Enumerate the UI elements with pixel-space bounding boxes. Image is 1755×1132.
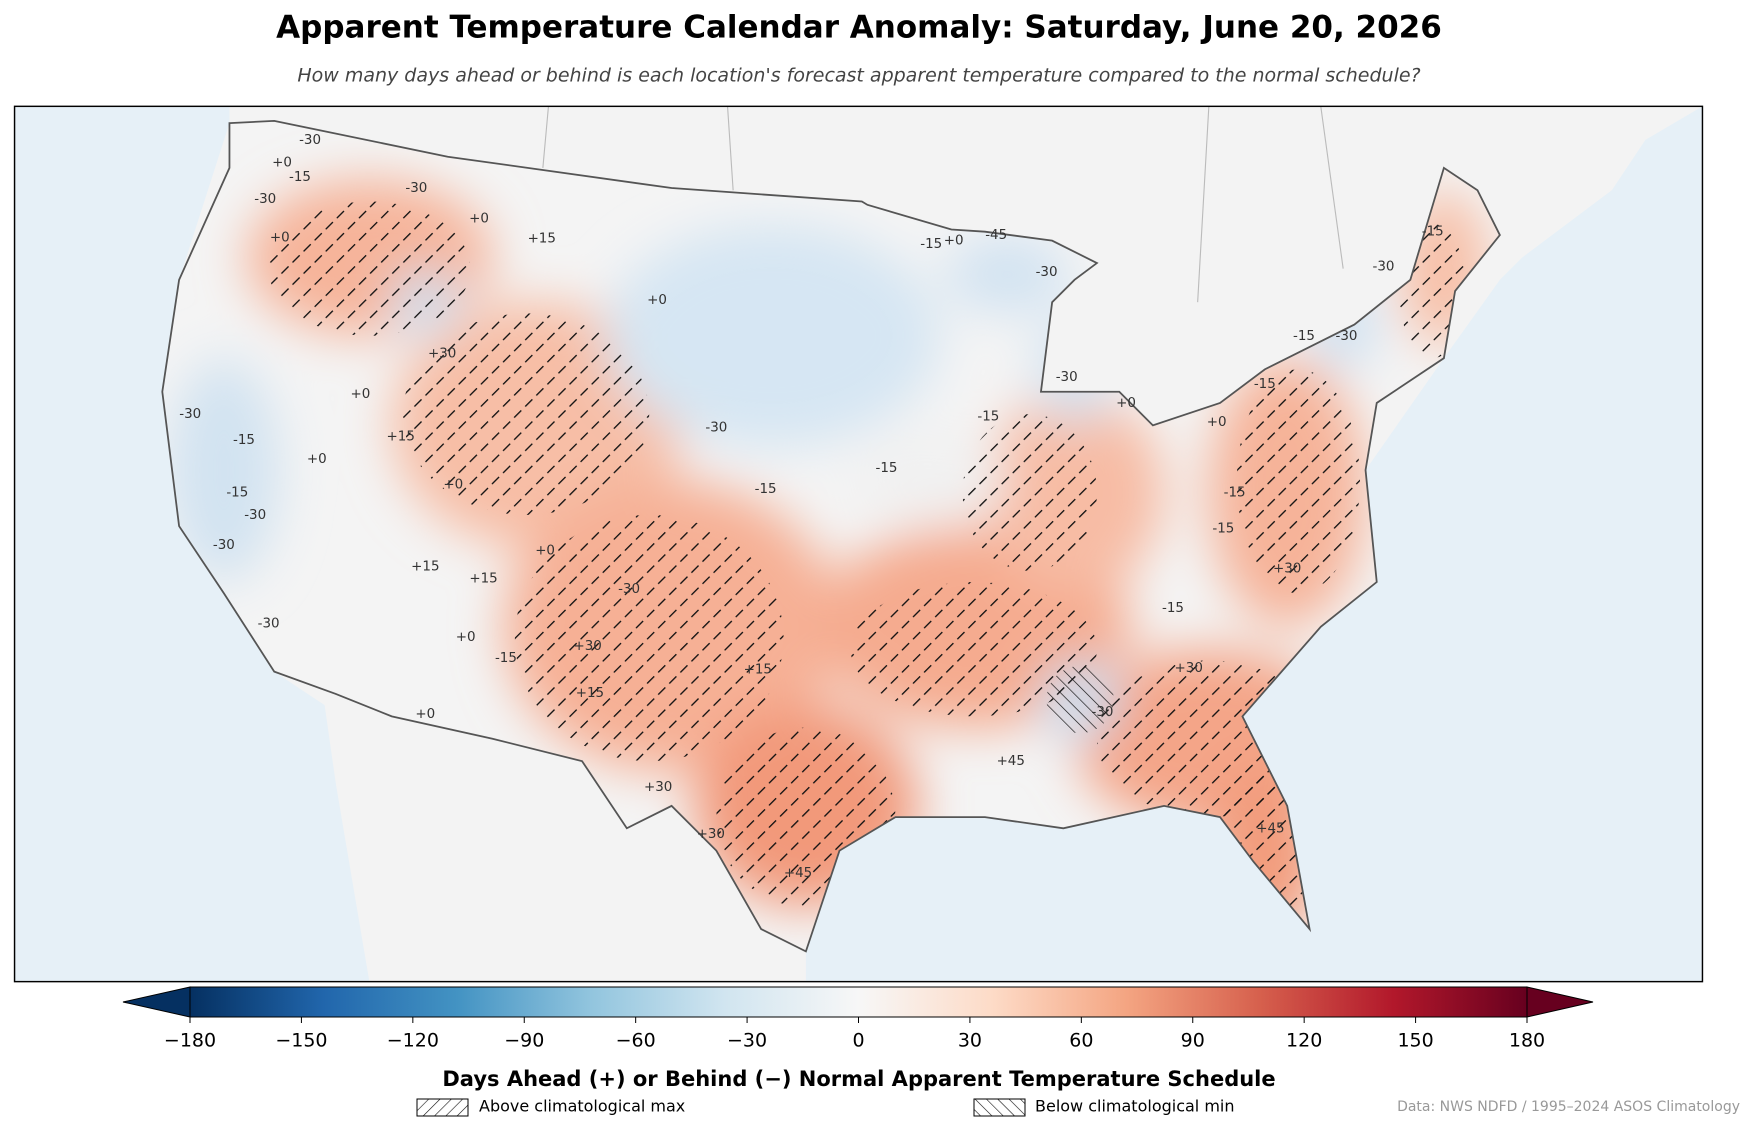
contour-label: -30 [405, 181, 427, 196]
contour-label: +0 [647, 293, 667, 308]
contour-label: +30 [1273, 562, 1301, 577]
contour-label: +15 [528, 231, 556, 246]
contour-label: -15 [226, 485, 248, 500]
colorbar-ramp [189, 986, 1528, 1018]
source-note: Data: NWS NDFD / 1995–2024 ASOS Climatol… [1397, 1099, 1740, 1115]
contour-label: -30 [179, 407, 201, 422]
colorbar-tick-label: 150 [1397, 1030, 1433, 1052]
legend-label: Above climatological max [479, 1097, 685, 1116]
colorbar-extend-low [122, 986, 191, 1018]
contour-label: -15 [977, 409, 999, 424]
contour-label: -15 [1422, 225, 1444, 240]
colorbar-tick-label: 120 [1286, 1030, 1322, 1052]
contour-label: -15 [1293, 329, 1315, 344]
colorbar-tick-label: −180 [164, 1030, 216, 1052]
map: -30+0-15-30+0-30+0+15 -15 +0 -45-30+0+30+0-… [13, 105, 1704, 983]
contour-label: -30 [244, 508, 266, 523]
contour-label: +15 [411, 559, 439, 574]
legend-label: Below climatological min [1035, 1097, 1235, 1116]
hatch-below-min [1046, 665, 1114, 734]
contour-label: +30 [644, 780, 672, 795]
contour-label: +0 [307, 452, 327, 467]
contour-label: +30 [428, 347, 456, 362]
atlantic-ocean [805, 106, 1703, 982]
contour-label: -30 [1036, 265, 1058, 280]
contour-label: -15 [920, 237, 942, 252]
contour-label: +0 [270, 230, 290, 245]
contour-label: -30 [254, 192, 276, 207]
contour-label: +15 [576, 686, 604, 701]
contour-label: -30 [1056, 370, 1078, 385]
colorbar-tick-label: 180 [1509, 1030, 1545, 1052]
contour-label: +0 [443, 478, 463, 493]
contour-label: +15 [744, 662, 772, 677]
subtitle: How many days ahead or behind is each lo… [297, 65, 1420, 87]
contour-label: +45 [997, 754, 1025, 769]
contour-label: -30 [213, 538, 235, 553]
contour-label: -15 [755, 482, 777, 497]
contour-label: -15 [1254, 377, 1276, 392]
legend-swatch [973, 1098, 1026, 1117]
contour-label: +0 [1116, 396, 1136, 411]
contour-label: -15 [1162, 601, 1184, 616]
colorbar-extend-high [1526, 986, 1594, 1018]
contour-label: -30 [1372, 259, 1394, 274]
title: Apparent Temperature Calendar Anomaly: S… [276, 10, 1442, 46]
contour-label: +0 [272, 155, 292, 170]
contour-label: +0 [944, 234, 964, 249]
contour-labels: -30+0-15-30+0-30+0+15 -15 +0 -45-30+0+30+0-… [179, 133, 1443, 881]
contour-label: +15 [387, 430, 415, 445]
borders [542, 106, 1344, 303]
contour-label: -15 [1224, 485, 1246, 500]
contour-label: +15 [469, 572, 497, 587]
contour-label: +30 [697, 827, 725, 842]
colorbar-tick-label: −120 [387, 1030, 439, 1052]
contour-label: -15 [233, 433, 255, 448]
colorbar-tick-label: −90 [504, 1030, 544, 1052]
colorbar-label: Days Ahead (+) or Behind (−) Normal Appa… [442, 1067, 1275, 1091]
contour-label: +30 [1175, 661, 1203, 676]
contour-label: -30 [258, 616, 280, 631]
contour-label: -15 [289, 170, 311, 185]
contour-label: -30 [299, 133, 321, 148]
contour-label: +0 [469, 211, 489, 226]
contour-label: -30 [705, 421, 727, 436]
contour-label: +0 [456, 630, 476, 645]
map-frame [13, 105, 1704, 983]
contour-label: +0 [535, 544, 555, 559]
colorbar-tick-label: 90 [1181, 1030, 1205, 1052]
contour-label: -30 [1336, 329, 1358, 344]
contour-label: -30 [618, 582, 640, 597]
colorbar: −180 −150 −120 −90 −60 −30 0 30 60 90 120 150 180 [122, 986, 1594, 1052]
colorbar-tick-label: −150 [275, 1030, 327, 1052]
colorbar-tick-label: 30 [958, 1030, 982, 1052]
contour-label: +0 [1207, 415, 1227, 430]
contour-label: -15 [876, 461, 898, 476]
contour-label: -15 [495, 651, 517, 666]
contour-label: +30 [573, 639, 601, 654]
colorbar-tick-label: −30 [727, 1030, 767, 1052]
contour-label: -30 [1092, 705, 1114, 720]
colorbar-tick-label: 0 [852, 1030, 864, 1052]
pacific-ocean [14, 106, 370, 982]
contour-label: +45 [784, 866, 812, 881]
colorbar-tick-label: −60 [616, 1030, 656, 1052]
legend-swatch [416, 1098, 469, 1117]
contour-label: +0 [415, 707, 435, 722]
colorbar-tick-label: 60 [1069, 1030, 1093, 1052]
contour-label: +45 [1256, 821, 1284, 836]
contour-label: -45 [985, 228, 1007, 243]
contour-label: -15 [1212, 521, 1234, 536]
contour-label: +0 [351, 387, 371, 402]
